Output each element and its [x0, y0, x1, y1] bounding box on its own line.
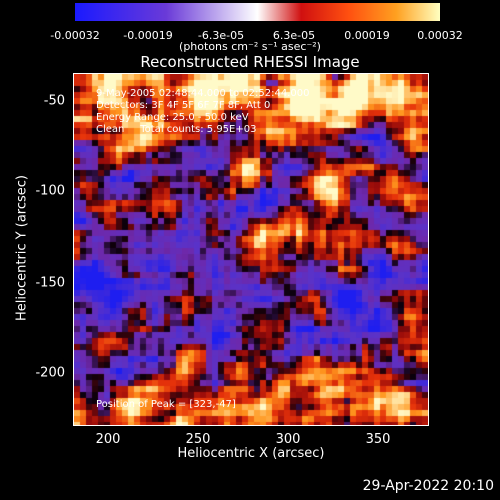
colorbar-tick: -6.3e-05	[197, 29, 245, 42]
colorbar-tick: 6.3e-05	[272, 29, 316, 42]
info-detectors: Detectors: 3F 4F 5F 6F 7F 8F, Att 0	[96, 100, 271, 111]
colorbar-tick: 0.00032	[417, 29, 463, 42]
x-tick-label: 200	[95, 432, 121, 447]
y-axis-label: Heliocentric Y (arcsec)	[14, 175, 30, 321]
colorbar-gradient	[75, 3, 440, 21]
y-tick-label: -200	[35, 365, 65, 381]
chart-title: Reconstructed RHESSI Image	[140, 53, 360, 71]
colorbar-tick: -0.00032	[50, 29, 100, 42]
colorbar-tick: 0.00019	[344, 29, 390, 42]
colorbar	[75, 3, 440, 21]
peak-position-label: Position of Peak = [323,-47]	[96, 399, 236, 410]
x-tick-label: 350	[365, 432, 391, 447]
y-tick-label: -100	[35, 183, 65, 199]
x-axis-label: Heliocentric X (arcsec)	[177, 446, 325, 461]
info-total-counts: Clean Total counts: 5.95E+03	[96, 124, 257, 135]
x-tick-label: 300	[275, 432, 301, 447]
y-tick-label: -150	[35, 275, 65, 291]
plot-area: 9-May-2005 02:48:44.000 to 02:52:44.000 …	[73, 73, 429, 426]
x-tick-label: 250	[185, 432, 211, 447]
colorbar-tick: -0.00019	[123, 29, 173, 42]
colorbar-unit-label: (photons cm⁻² s⁻¹ asec⁻²)	[179, 40, 321, 53]
y-tick-label: -50	[43, 93, 65, 109]
timestamp: 29-Apr-2022 20:10	[362, 478, 494, 494]
heatmap-image	[74, 74, 428, 425]
info-time-range: 9-May-2005 02:48:44.000 to 02:52:44.000	[96, 88, 310, 99]
info-energy-range: Energy Range: 25.0 - 50.0 keV	[96, 112, 249, 123]
